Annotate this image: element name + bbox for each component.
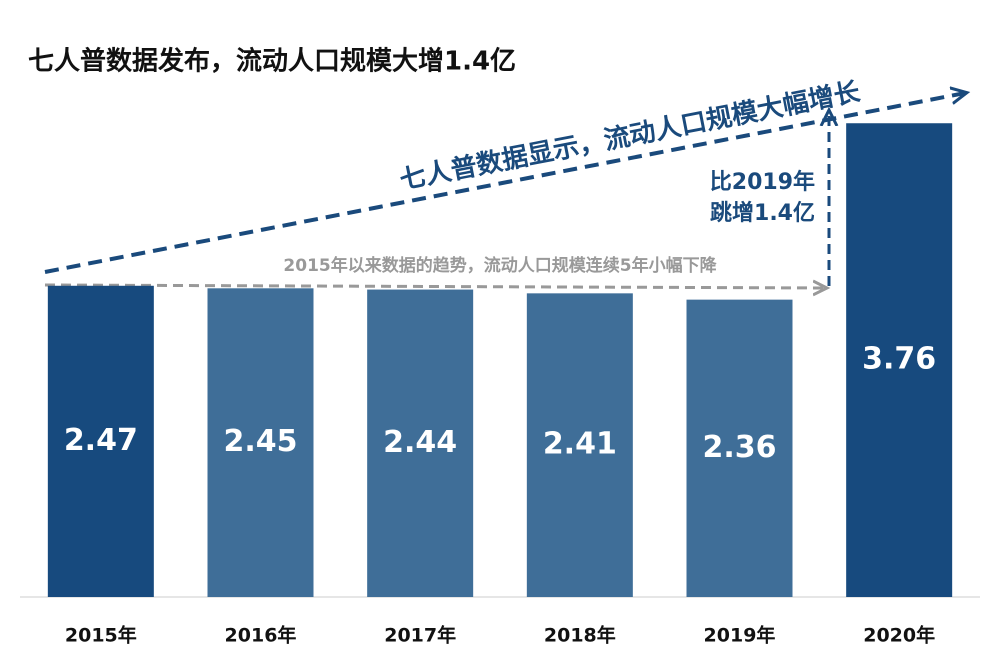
chart-title: 七人普数据发布，流动人口规模大增1.4亿 (28, 46, 516, 77)
x-tick-label: 2020年 (863, 624, 935, 647)
x-tick-label: 2018年 (544, 624, 616, 647)
decline-annotation: 2015年以来数据的趋势，流动人口规模连续5年小幅下降 (283, 255, 717, 276)
bar (367, 289, 474, 597)
bar (207, 288, 314, 597)
decline-arrow (44, 285, 826, 288)
bar (686, 299, 793, 597)
x-tick-label: 2015年 (65, 624, 137, 647)
value-label: 2.44 (383, 425, 457, 460)
bar (526, 293, 633, 597)
bar (47, 285, 154, 597)
value-label: 2.47 (64, 423, 138, 458)
jump-annotation: 跳增1.4亿 (710, 200, 815, 226)
value-label: 2.45 (223, 424, 297, 459)
x-tick-label: 2016年 (225, 624, 297, 647)
value-label: 2.41 (543, 427, 617, 462)
x-tick-label: 2017年 (384, 624, 456, 647)
bar (846, 123, 953, 598)
jump-annotation: 比2019年 (710, 169, 815, 195)
value-label: 3.76 (862, 342, 936, 377)
value-label: 2.36 (702, 430, 776, 465)
x-tick-label: 2019年 (704, 624, 776, 647)
trend-arrow (44, 93, 965, 274)
